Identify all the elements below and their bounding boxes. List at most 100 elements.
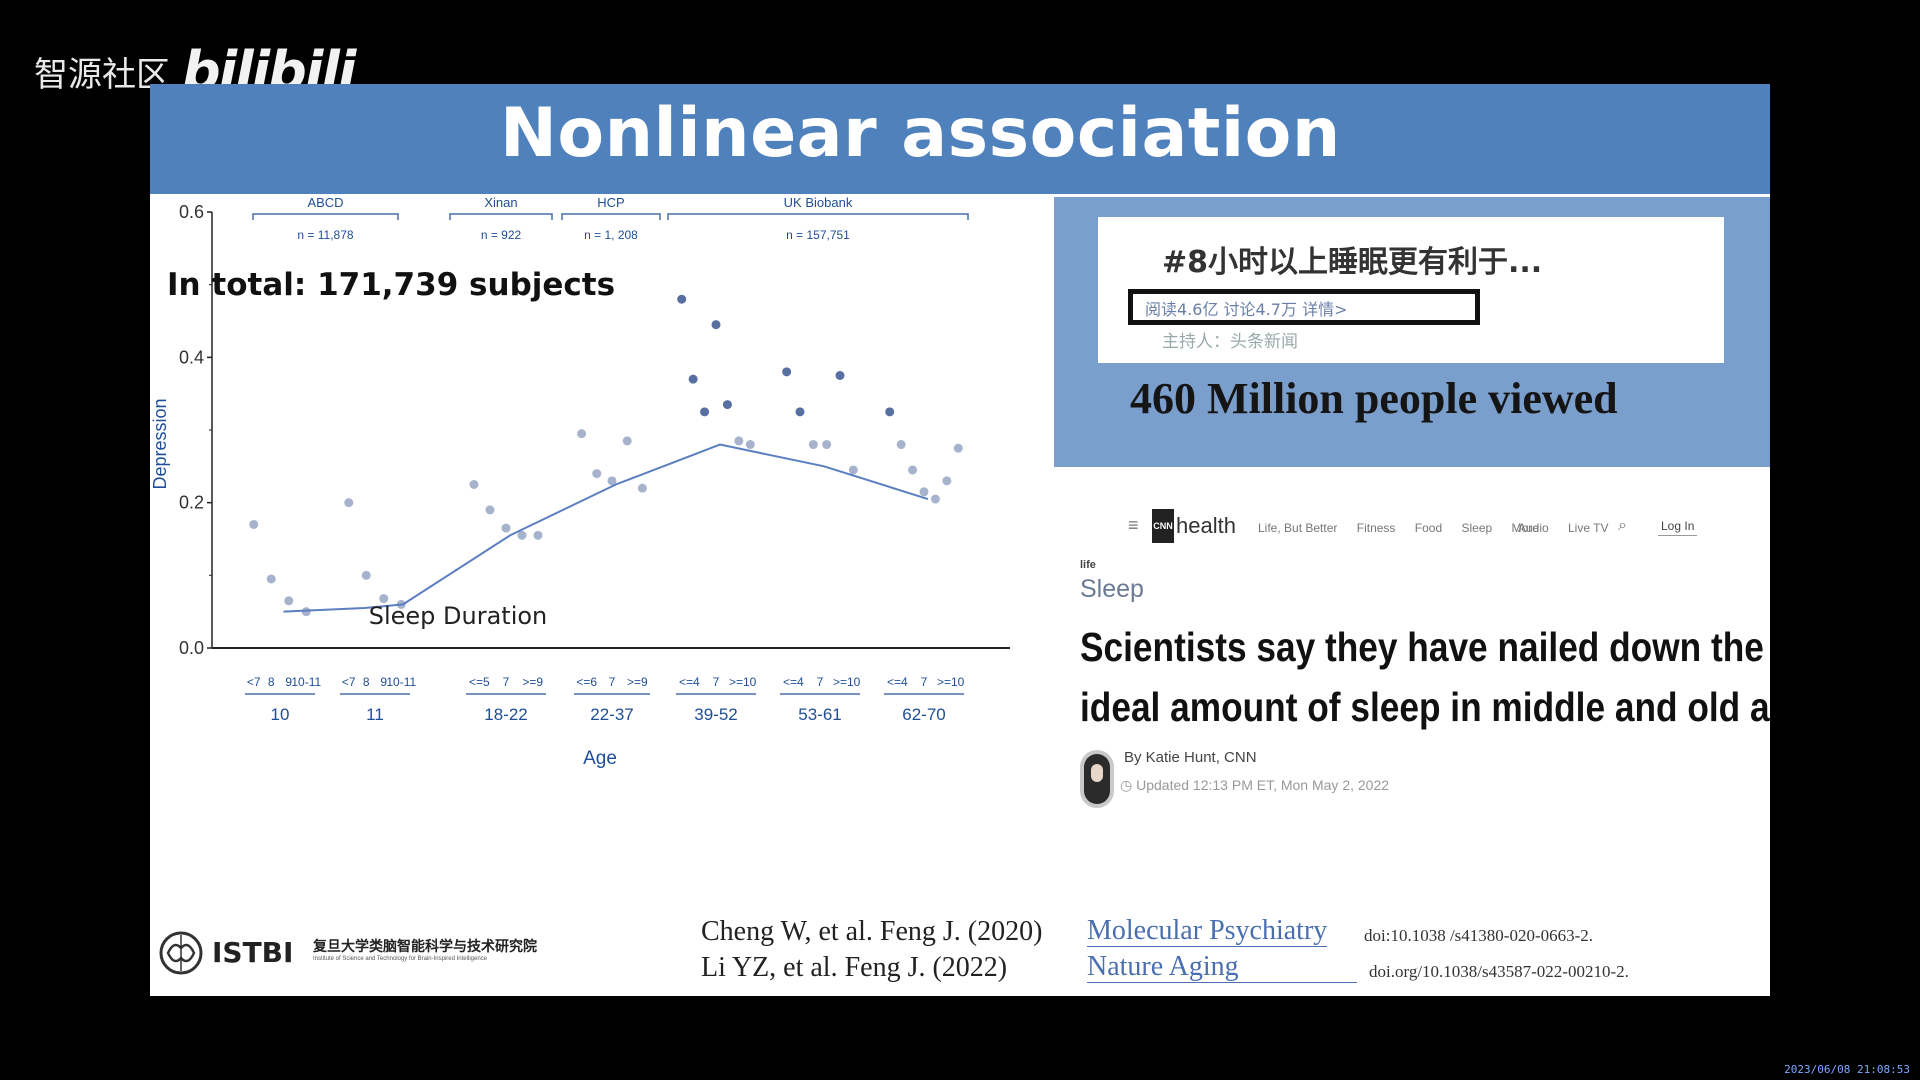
y-tick-label: 0.2 <box>179 493 204 513</box>
weibo-views-caption: 460 Million people viewed <box>1130 374 1618 423</box>
data-point <box>908 465 918 475</box>
weibo-host: 主持人：头条新闻 <box>1162 332 1298 352</box>
cnn-headline-line: Scientists say they have nailed down the <box>1080 624 1764 670</box>
cnn-article-screenshot: ≡ CNN health Life, But Better Fitness Fo… <box>1054 467 1770 907</box>
cnn-headline-line: ideal amount of sleep in middle and old … <box>1080 684 1770 730</box>
cnn-nav-link: Sleep <box>1461 521 1493 535</box>
x-tick-label: 8 <box>268 675 275 689</box>
data-point <box>266 574 276 584</box>
x-tick-label: <=5 <box>469 675 490 689</box>
data-point <box>734 436 744 446</box>
data-point <box>848 465 858 475</box>
cohort-name: ABCD <box>307 195 343 210</box>
istbi-name-en: Institute of Science and Technology for … <box>313 956 487 962</box>
age-group-label: 11 <box>366 705 384 724</box>
weibo-hashtag: #8小时以上睡眠更有利于... <box>1162 245 1543 280</box>
sleep-duration-line <box>283 443 929 613</box>
x-tick-label: 10-11 <box>291 675 321 689</box>
cohort-n: n = 157,751 <box>786 228 850 242</box>
total-subjects-label: In total: 171,739 subjects <box>167 267 616 303</box>
istbi-name-cn: 复旦大学类脑智能科学与技术研究院 <box>313 939 537 955</box>
age-group-label: 39-52 <box>694 705 737 724</box>
author-avatar <box>1080 750 1114 808</box>
x-tick-label: <=4 <box>887 675 908 689</box>
data-point <box>919 487 929 497</box>
clock-icon: ◷ <box>1120 777 1133 793</box>
x-tick-label: 7 <box>817 675 824 689</box>
cnn-health-brand: health <box>1176 513 1236 538</box>
data-point <box>301 607 311 617</box>
x-tick-label: >=9 <box>627 675 648 689</box>
recording-timestamp: 2023/06/08 21:08:53 <box>1784 1063 1910 1076</box>
x-tick-label: 7 <box>921 675 928 689</box>
data-point <box>622 436 632 446</box>
x-tick-label: 8 <box>363 675 370 689</box>
data-point <box>953 443 963 453</box>
cnn-logo: CNN <box>1152 509 1174 543</box>
data-point <box>577 429 587 439</box>
x-tick-label: >=10 <box>937 675 965 689</box>
x-tick-label: >=10 <box>729 675 757 689</box>
reference-journal-link[interactable]: Nature Aging <box>1087 952 1357 983</box>
data-point <box>249 519 259 529</box>
brain-logo-icon <box>159 931 203 975</box>
cnn-updated-time: ◷ Updated 12:13 PM ET, Mon May 2, 2022 <box>1120 777 1390 793</box>
y-axis-label: Depression <box>150 398 170 489</box>
data-point <box>501 523 511 533</box>
cnn-nav-link: Food <box>1414 521 1443 535</box>
data-point <box>379 594 389 604</box>
x-tick-label: <=4 <box>679 675 700 689</box>
reference-authors: Li YZ, et al. Feng J. (2022) <box>701 952 1008 983</box>
x-tick-label: <=6 <box>576 675 597 689</box>
depression-sleep-chart: 0.0 0.2 0.4 0.6 Depression ABCD n = 11,878 Xina… <box>150 195 1010 769</box>
weibo-hashtag-card: #8小时以上睡眠更有利于... 阅读4.6亿 讨论4.7万 详情> 主持人：头条… <box>1098 217 1724 363</box>
cohort-name: UK Biobank <box>784 195 853 210</box>
watermark-text: 智源社区 <box>34 55 170 95</box>
age-group-label: 18-22 <box>484 705 527 724</box>
cnn-login-link: Log In <box>1658 517 1698 536</box>
data-point <box>700 407 710 417</box>
cohort-name: HCP <box>597 195 624 210</box>
x-tick-label: 9 <box>285 675 292 689</box>
hamburger-menu-icon: ≡ <box>1128 515 1139 535</box>
reference-doi: doi.org/10.1038/s43587-022-00210-2. <box>1369 962 1629 981</box>
data-point <box>745 440 755 450</box>
x-tick-label: 9 <box>380 675 387 689</box>
reference-journal-link[interactable]: Molecular Psychiatry <box>1087 915 1328 947</box>
x-axis-label: Age <box>583 748 617 769</box>
data-point <box>885 407 895 417</box>
x-tick-label: >=10 <box>833 675 861 689</box>
age-group-label: 22-37 <box>590 705 633 724</box>
cnn-section-kicker: life <box>1080 559 1096 571</box>
x-tick-label: 7 <box>713 675 720 689</box>
x-tick-label: 10-11 <box>386 675 416 689</box>
istbi-acronym: ISTBI <box>212 936 294 969</box>
cnn-nav-bar: ≡ CNN health Life, But Better Fitness Fo… <box>1128 507 1718 547</box>
cnn-nav-link: More <box>1511 521 1539 535</box>
weibo-stats: 阅读4.6亿 讨论4.7万 详情> <box>1145 300 1348 319</box>
age-group-label: 62-70 <box>902 705 945 724</box>
data-point <box>533 530 543 540</box>
cnn-nav-link: Fitness <box>1356 521 1396 535</box>
data-point <box>344 498 354 508</box>
reference-authors: Cheng W, et al. Feng J. (2020) <box>701 916 1043 947</box>
cnn-audio-link: Audio <box>1518 521 1549 535</box>
data-point <box>485 505 495 515</box>
cohort-bracket <box>252 213 399 220</box>
title-bar: Nonlinear association <box>150 84 1770 194</box>
data-point <box>469 480 479 489</box>
weibo-panel: #8小时以上睡眠更有利于... 阅读4.6亿 讨论4.7万 详情> 主持人：头条… <box>1054 197 1770 467</box>
data-point <box>835 371 845 380</box>
data-point <box>822 440 832 450</box>
presentation-slide: Nonlinear association 0.0 0.2 0.4 0.6 Depres… <box>150 84 1770 996</box>
cohort-n: n = 11,878 <box>297 228 353 242</box>
cnn-headline: Scientists say they have nailed down the… <box>1080 617 1770 737</box>
cnn-section-title: Sleep <box>1080 575 1144 603</box>
cnn-nav-link: Life, But Better <box>1258 521 1338 535</box>
x-tick-label: 7 <box>503 675 510 689</box>
data-point <box>930 494 940 504</box>
data-point <box>677 294 687 304</box>
cohort-bracket <box>561 213 661 220</box>
x-tick-label: <7 <box>247 675 261 689</box>
data-point <box>808 440 818 450</box>
